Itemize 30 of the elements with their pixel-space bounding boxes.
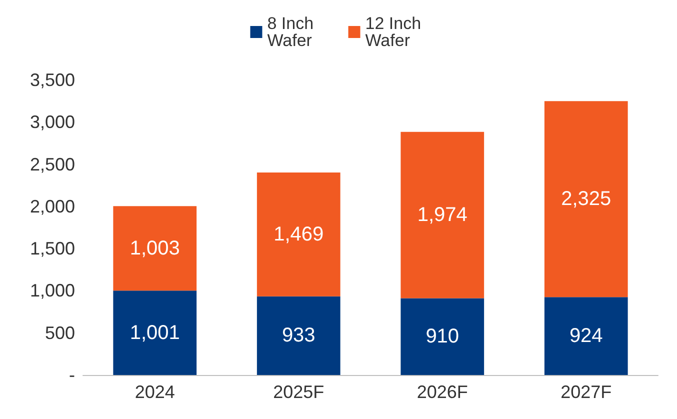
- bar: [400, 298, 484, 375]
- bar: [256, 296, 340, 375]
- y-tick-label: 2,000: [30, 196, 75, 216]
- data-label: 933: [282, 324, 316, 347]
- bar: [113, 206, 197, 291]
- y-tick-label: 3,000: [30, 112, 75, 132]
- y-tick-label: 1,500: [30, 238, 75, 259]
- data-label: 1,469: [274, 223, 324, 246]
- bar: [544, 297, 628, 375]
- legend-label: 8 Inch Wafer: [267, 14, 318, 50]
- data-label: 2,325: [561, 188, 612, 210]
- bar: [113, 290, 197, 375]
- y-tick-label: 500: [44, 322, 75, 343]
- data-label: 1,974: [417, 204, 468, 226]
- x-tick-label: 2024: [134, 382, 175, 402]
- y-tick-label: 2,500: [30, 154, 75, 174]
- data-label: 1,003: [130, 237, 180, 260]
- x-tick-label: 2025F: [273, 382, 324, 402]
- bar: [256, 172, 340, 296]
- data-label: 1,001: [130, 322, 180, 344]
- y-tick-label: -: [69, 365, 75, 385]
- y-tick-label: 1,000: [30, 280, 75, 301]
- bar: [544, 101, 628, 298]
- data-label: 924: [569, 325, 603, 348]
- bar: [400, 132, 484, 298]
- x-tick-label: 2026F: [416, 382, 468, 402]
- data-label: 910: [426, 326, 460, 348]
- legend-label: 12 Inch Wafer: [365, 14, 426, 50]
- y-tick-label: 3,500: [30, 70, 75, 90]
- x-tick-label: 2027F: [560, 382, 612, 402]
